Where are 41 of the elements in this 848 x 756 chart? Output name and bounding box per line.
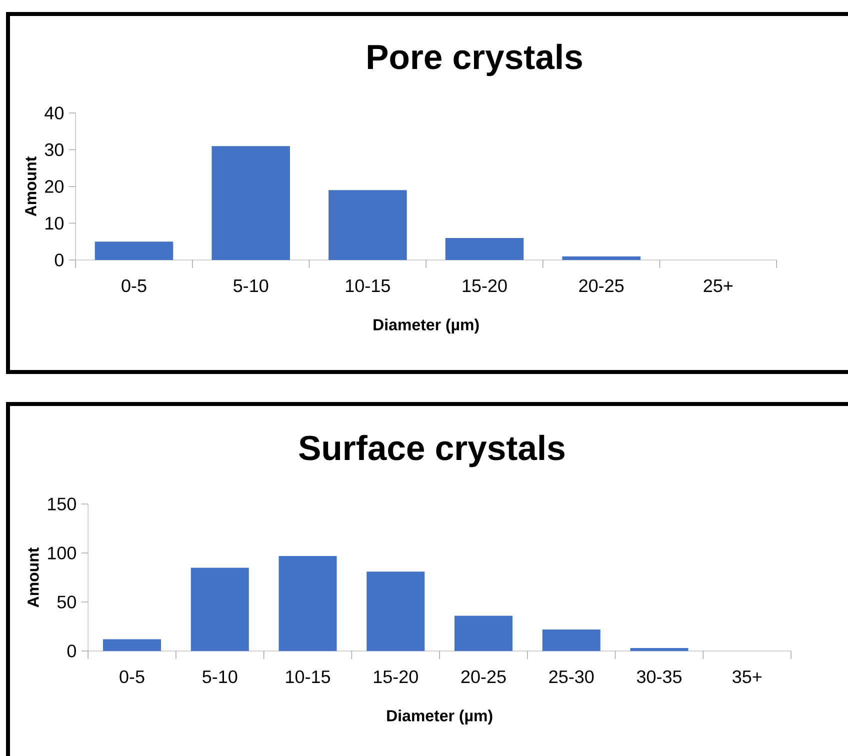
bar bbox=[328, 190, 407, 260]
x-tick-label: 30-35 bbox=[636, 670, 682, 684]
chart-title: Surface crystals bbox=[299, 434, 564, 468]
x-tick-label: 0-5 bbox=[120, 670, 144, 684]
x-tick-label: 10-15 bbox=[346, 279, 390, 292]
bar bbox=[212, 146, 290, 260]
y-tick-label: 150 bbox=[48, 498, 76, 510]
bar bbox=[103, 639, 161, 651]
bar bbox=[630, 648, 688, 651]
y-tick-label: 50 bbox=[57, 596, 76, 608]
y-tick-label: 30 bbox=[44, 143, 64, 156]
y-tick-label: 100 bbox=[48, 546, 76, 560]
chart-title: Pore crystals bbox=[368, 44, 582, 76]
x-tick-label: 15-20 bbox=[462, 279, 507, 292]
bar bbox=[542, 629, 600, 651]
y-tick-label: 0 bbox=[54, 254, 64, 266]
y-tick-label: 40 bbox=[44, 106, 64, 120]
bar bbox=[445, 238, 524, 260]
x-tick-label: 20-25 bbox=[461, 670, 506, 684]
y-axis-title: Amount bbox=[28, 547, 39, 608]
bar bbox=[278, 556, 337, 651]
y-tick-label: 20 bbox=[45, 180, 64, 193]
x-tick-label: 5-10 bbox=[202, 670, 238, 684]
y-axis-title: Amount bbox=[25, 156, 36, 216]
y-tick-label: 0 bbox=[67, 644, 76, 658]
bar bbox=[454, 616, 513, 651]
x-axis-title: Diameter (µm) bbox=[374, 318, 479, 334]
bar bbox=[190, 568, 249, 651]
bar bbox=[562, 256, 640, 260]
x-tick-label: 20-25 bbox=[579, 279, 624, 292]
bar bbox=[94, 242, 174, 260]
x-tick-label: 25-30 bbox=[549, 670, 594, 684]
x-tick-label: 5-10 bbox=[234, 279, 268, 292]
x-tick-label: 35+ bbox=[732, 670, 762, 684]
x-tick-label: 15-20 bbox=[374, 670, 418, 684]
x-tick-label: 0-5 bbox=[122, 279, 146, 292]
bar bbox=[366, 572, 425, 651]
x-axis-title: Diameter (µm) bbox=[387, 710, 492, 725]
y-tick-label: 10 bbox=[46, 216, 64, 230]
x-tick-label: 10-15 bbox=[286, 670, 330, 684]
x-tick-label: 25+ bbox=[704, 279, 733, 292]
